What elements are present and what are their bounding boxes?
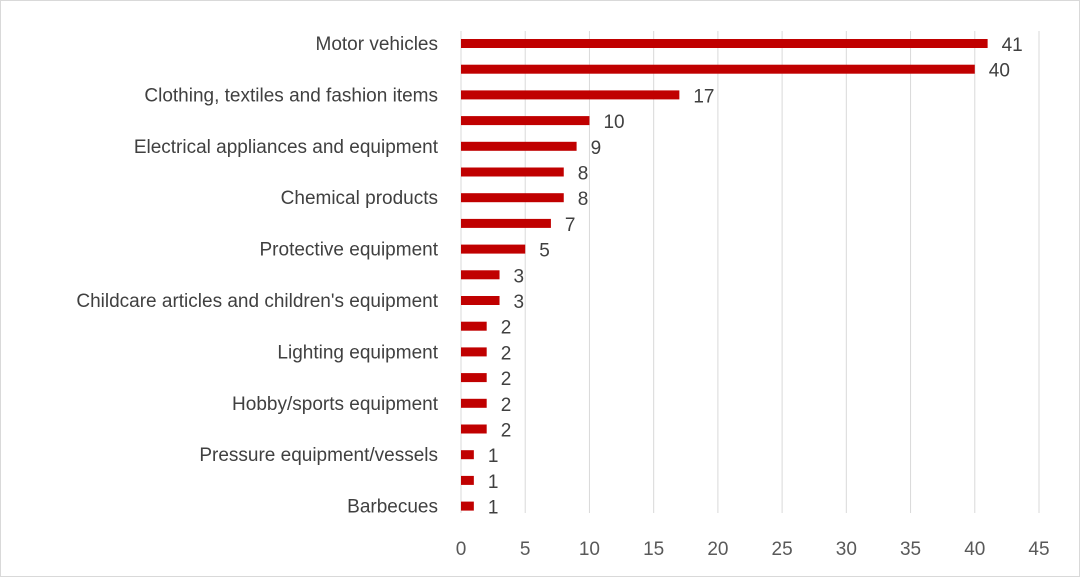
data-label: 1 <box>488 446 499 467</box>
x-tick-label: 40 <box>964 539 985 560</box>
data-label: 3 <box>514 266 525 287</box>
data-label: 8 <box>578 189 589 210</box>
bar <box>461 373 487 383</box>
bar <box>461 90 680 100</box>
category-label: Lighting equipment <box>277 342 438 363</box>
category-label: Barbecues <box>347 497 438 518</box>
bar <box>461 475 474 485</box>
data-label: 2 <box>501 318 512 339</box>
data-label: 2 <box>501 395 512 416</box>
gridlines <box>460 31 1040 513</box>
category-label: Hobby/sports equipment <box>232 394 439 415</box>
data-label: 40 <box>989 61 1010 82</box>
bars-group <box>461 39 988 511</box>
x-axis-ticks: 0 5 10 15 20 25 30 35 40 45 <box>456 539 1050 560</box>
data-label: 3 <box>514 292 525 313</box>
data-label: 2 <box>501 343 512 364</box>
x-tick-label: 10 <box>579 539 600 560</box>
x-tick-label: 5 <box>520 539 531 560</box>
data-label: 2 <box>501 421 512 442</box>
category-label: Chemical products <box>281 188 438 209</box>
category-label: Childcare articles and children's equipm… <box>76 291 438 312</box>
bar <box>461 270 500 280</box>
bar <box>461 167 564 177</box>
data-label: 1 <box>488 472 499 493</box>
data-label: 1 <box>488 498 499 519</box>
bar <box>461 141 577 151</box>
x-tick-label: 45 <box>1028 539 1049 560</box>
category-label: Clothing, textiles and fashion items <box>144 85 438 106</box>
category-label: Motor vehicles <box>316 34 439 55</box>
x-tick-label: 0 <box>456 539 467 560</box>
category-labels: Motor vehicles Clothing, textiles and fas… <box>76 34 438 518</box>
bar <box>461 450 474 460</box>
data-label: 9 <box>591 138 602 159</box>
data-label: 7 <box>565 215 576 236</box>
bar <box>461 244 526 254</box>
x-tick-label: 35 <box>900 539 921 560</box>
bar <box>461 116 590 126</box>
data-label: 8 <box>578 164 589 185</box>
data-label: 2 <box>501 369 512 390</box>
bar <box>461 424 487 434</box>
bar <box>461 296 500 305</box>
bar <box>461 218 551 228</box>
data-label: 17 <box>693 86 714 107</box>
x-tick-label: 20 <box>707 539 728 560</box>
bar <box>461 398 487 408</box>
bar <box>461 193 564 203</box>
bar <box>461 64 975 74</box>
data-label: 10 <box>603 112 624 133</box>
bar <box>461 501 474 511</box>
x-tick-label: 25 <box>772 539 793 560</box>
category-label: Electrical appliances and equipment <box>134 137 439 158</box>
data-label: 5 <box>539 241 550 262</box>
data-label: 41 <box>1002 35 1023 56</box>
bar <box>461 321 487 331</box>
category-label: Pressure equipment/vessels <box>199 445 438 466</box>
category-label: Protective equipment <box>260 240 439 261</box>
x-tick-label: 30 <box>836 539 857 560</box>
bar <box>461 39 988 48</box>
bar <box>461 347 487 357</box>
x-tick-label: 15 <box>643 539 664 560</box>
